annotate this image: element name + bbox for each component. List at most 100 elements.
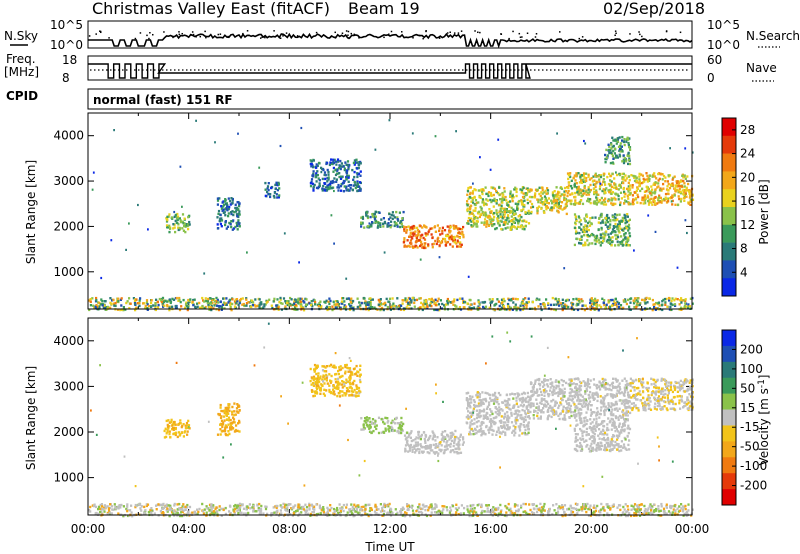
range-cell <box>515 227 518 230</box>
range-cell <box>379 222 382 225</box>
range-cell <box>347 167 350 171</box>
range-cell <box>342 190 345 193</box>
range-cell <box>455 447 458 450</box>
range-cell <box>585 213 588 216</box>
range-cell <box>622 243 625 247</box>
range-cell <box>237 132 239 135</box>
range-cell <box>224 214 227 217</box>
range-cell <box>476 306 479 309</box>
range-cell <box>574 195 577 199</box>
range-cell <box>128 307 131 310</box>
range-cell <box>611 396 614 399</box>
range-cell <box>390 425 393 429</box>
range-cell <box>645 190 648 193</box>
range-cell <box>418 451 421 455</box>
range-cell <box>486 192 489 195</box>
range-cell <box>374 210 378 214</box>
range-cell <box>341 175 344 178</box>
range-cell <box>94 305 97 309</box>
range-cell <box>323 171 327 174</box>
range-cell <box>404 447 407 450</box>
range-cell <box>535 398 538 401</box>
range-cell <box>266 187 269 190</box>
nsky-dot <box>191 31 194 33</box>
nsky-dot <box>449 31 451 34</box>
range-cell <box>674 297 677 300</box>
range-cell <box>514 303 517 306</box>
range-cell <box>656 186 659 189</box>
nsky-dot <box>629 33 631 35</box>
range-cell <box>547 302 550 305</box>
range-cell <box>594 303 598 307</box>
range-cell <box>641 308 644 311</box>
range-cell <box>535 298 538 302</box>
range-cell <box>482 203 486 207</box>
range-cell <box>507 406 510 409</box>
range-cell <box>530 206 533 209</box>
range-cell <box>602 188 605 191</box>
range-cell <box>578 181 581 184</box>
range-cell <box>620 219 624 223</box>
range-cell <box>312 382 315 385</box>
nsearch-label: N.Search <box>746 29 800 43</box>
range-cell <box>591 392 594 395</box>
range-cell <box>600 228 603 231</box>
range-cell <box>555 379 558 382</box>
range-cell <box>523 199 526 202</box>
range-cell <box>467 216 470 220</box>
range-cell <box>539 198 542 201</box>
range-cell <box>617 302 620 306</box>
range-cell <box>458 227 461 231</box>
range-cell <box>581 202 585 206</box>
range-cell <box>641 196 644 199</box>
range-cell <box>627 391 630 394</box>
range-cell <box>515 190 518 194</box>
range-cell <box>311 182 315 186</box>
range-cell <box>488 214 491 217</box>
range-cell <box>495 189 498 193</box>
range-cell <box>492 402 496 405</box>
range-cell <box>235 208 238 211</box>
range-cell <box>559 205 562 208</box>
range-cell <box>673 303 677 306</box>
range-cell <box>659 196 662 200</box>
range-cell <box>663 297 667 301</box>
range-cell <box>446 440 449 443</box>
range-cell <box>482 398 485 401</box>
range-cell <box>368 225 372 228</box>
range-cell <box>608 145 611 148</box>
range-cell <box>328 302 331 306</box>
range-cell <box>432 299 435 302</box>
range-cell <box>507 397 510 401</box>
range-cell <box>277 181 280 185</box>
range-cell <box>424 242 427 245</box>
range-cell <box>536 212 539 215</box>
range-cell <box>659 172 663 176</box>
range-cell <box>627 298 630 302</box>
range-cell <box>350 297 353 300</box>
range-cell <box>213 300 216 303</box>
range-cell <box>225 297 228 300</box>
range-cell <box>176 435 179 439</box>
range-cell <box>502 207 505 210</box>
range-cell <box>434 439 437 442</box>
range-cell <box>359 364 362 367</box>
range-cell <box>505 219 508 222</box>
range-cell <box>222 297 225 300</box>
range-cell <box>253 303 256 307</box>
range-cell <box>453 227 456 230</box>
range-cell <box>357 394 360 397</box>
range-cell <box>517 425 520 428</box>
range-cell <box>258 166 261 169</box>
nsky-dot <box>581 36 584 38</box>
range-cell <box>568 199 571 202</box>
range-cell <box>474 206 477 210</box>
range-cell <box>609 161 612 165</box>
range-cell <box>361 217 365 220</box>
range-cell <box>449 436 452 440</box>
range-cell <box>177 423 180 426</box>
range-cell <box>144 304 147 308</box>
range-cell <box>333 364 336 368</box>
range-cell <box>515 218 518 221</box>
range-cell <box>669 183 673 186</box>
